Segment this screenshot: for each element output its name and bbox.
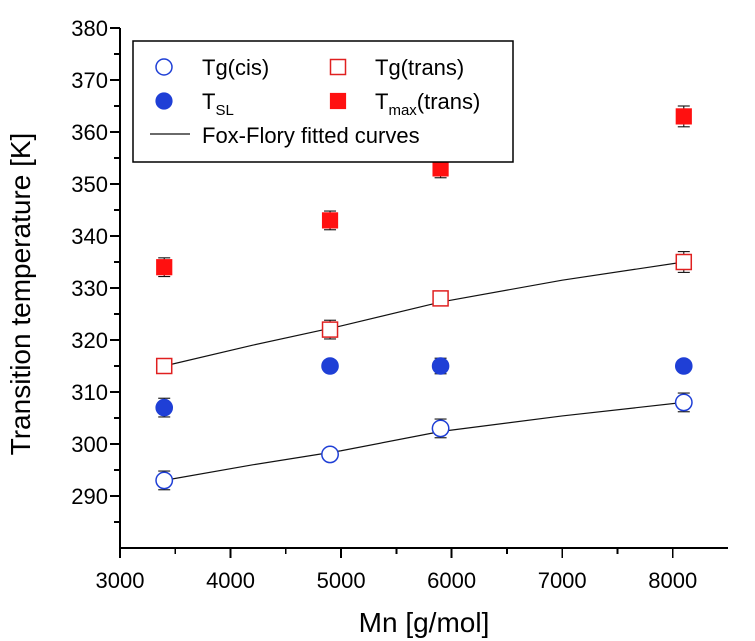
y-tick-label: 290 — [71, 484, 108, 509]
y-tick-label: 320 — [71, 328, 108, 353]
fit-curve-2 — [164, 261, 684, 367]
x-tick-label: 8000 — [648, 568, 697, 593]
legend-label-tsl-main: T — [202, 89, 215, 114]
data-point — [431, 419, 450, 438]
y-tick-label: 360 — [71, 120, 108, 145]
data-point — [321, 445, 339, 464]
data-point — [674, 393, 693, 412]
y-tick-label: 380 — [71, 16, 108, 41]
y-tick-label: 340 — [71, 224, 108, 249]
x-tick-label: 3000 — [96, 568, 145, 593]
y-tick-label: 370 — [71, 68, 108, 93]
legend: Tg(cis) Tg(trans)TSL Tmax(trans)Fox-Flory … — [132, 40, 514, 163]
data-point — [675, 108, 692, 125]
x-tick-label: 6000 — [427, 568, 476, 593]
data-point — [432, 290, 449, 307]
data-point — [155, 471, 174, 490]
legend-marker-tg-cis — [155, 58, 173, 76]
legend-marker-tsl — [155, 92, 173, 110]
data-point — [431, 357, 450, 375]
legend-marker-tmax — [329, 92, 347, 110]
legend-label-tmax-main: T — [375, 89, 388, 114]
data-point — [155, 398, 174, 417]
data-point — [432, 160, 449, 177]
legend-label-tmax-subscript: max — [388, 102, 417, 119]
legend-box — [132, 40, 514, 163]
legend-label-tmax-suffix: (trans) — [417, 89, 481, 114]
x-tick-label: 5000 — [317, 568, 366, 593]
legend-label-tg-trans: Tg(trans) — [375, 55, 464, 80]
y-tick-label: 350 — [71, 172, 108, 197]
data-point — [156, 259, 173, 276]
x-tick-label: 7000 — [538, 568, 587, 593]
x-tick-label: 4000 — [206, 568, 255, 593]
data-point — [675, 253, 693, 271]
data-point — [155, 357, 173, 375]
legend-label-tsl: TSL — [202, 89, 234, 119]
y-tick-label: 310 — [71, 380, 108, 405]
plot-layer: 3000 4000 5000 6000 7000 8000 290 300 310 320 330 3… — [5, 16, 728, 638]
y-tick-label: 300 — [71, 432, 108, 457]
legend-label-fit: Fox-Flory fitted curves — [202, 123, 420, 148]
data-point — [321, 357, 339, 375]
y-tick-label: 330 — [71, 276, 108, 301]
y-axis-title: Transition temperature [K] — [5, 133, 36, 456]
legend-marker-tg-trans — [329, 58, 347, 76]
legend-label-tg-cis: Tg(cis) — [202, 55, 269, 80]
data-point — [321, 212, 339, 229]
fit-curve-1 — [164, 401, 684, 481]
x-axis-title: Mn [g/mol] — [359, 607, 490, 638]
data-point — [674, 357, 693, 375]
data-point — [321, 321, 339, 338]
legend-label-tmax: Tmax(trans) — [375, 89, 480, 119]
legend-label-tsl-subscript: SL — [215, 102, 233, 119]
